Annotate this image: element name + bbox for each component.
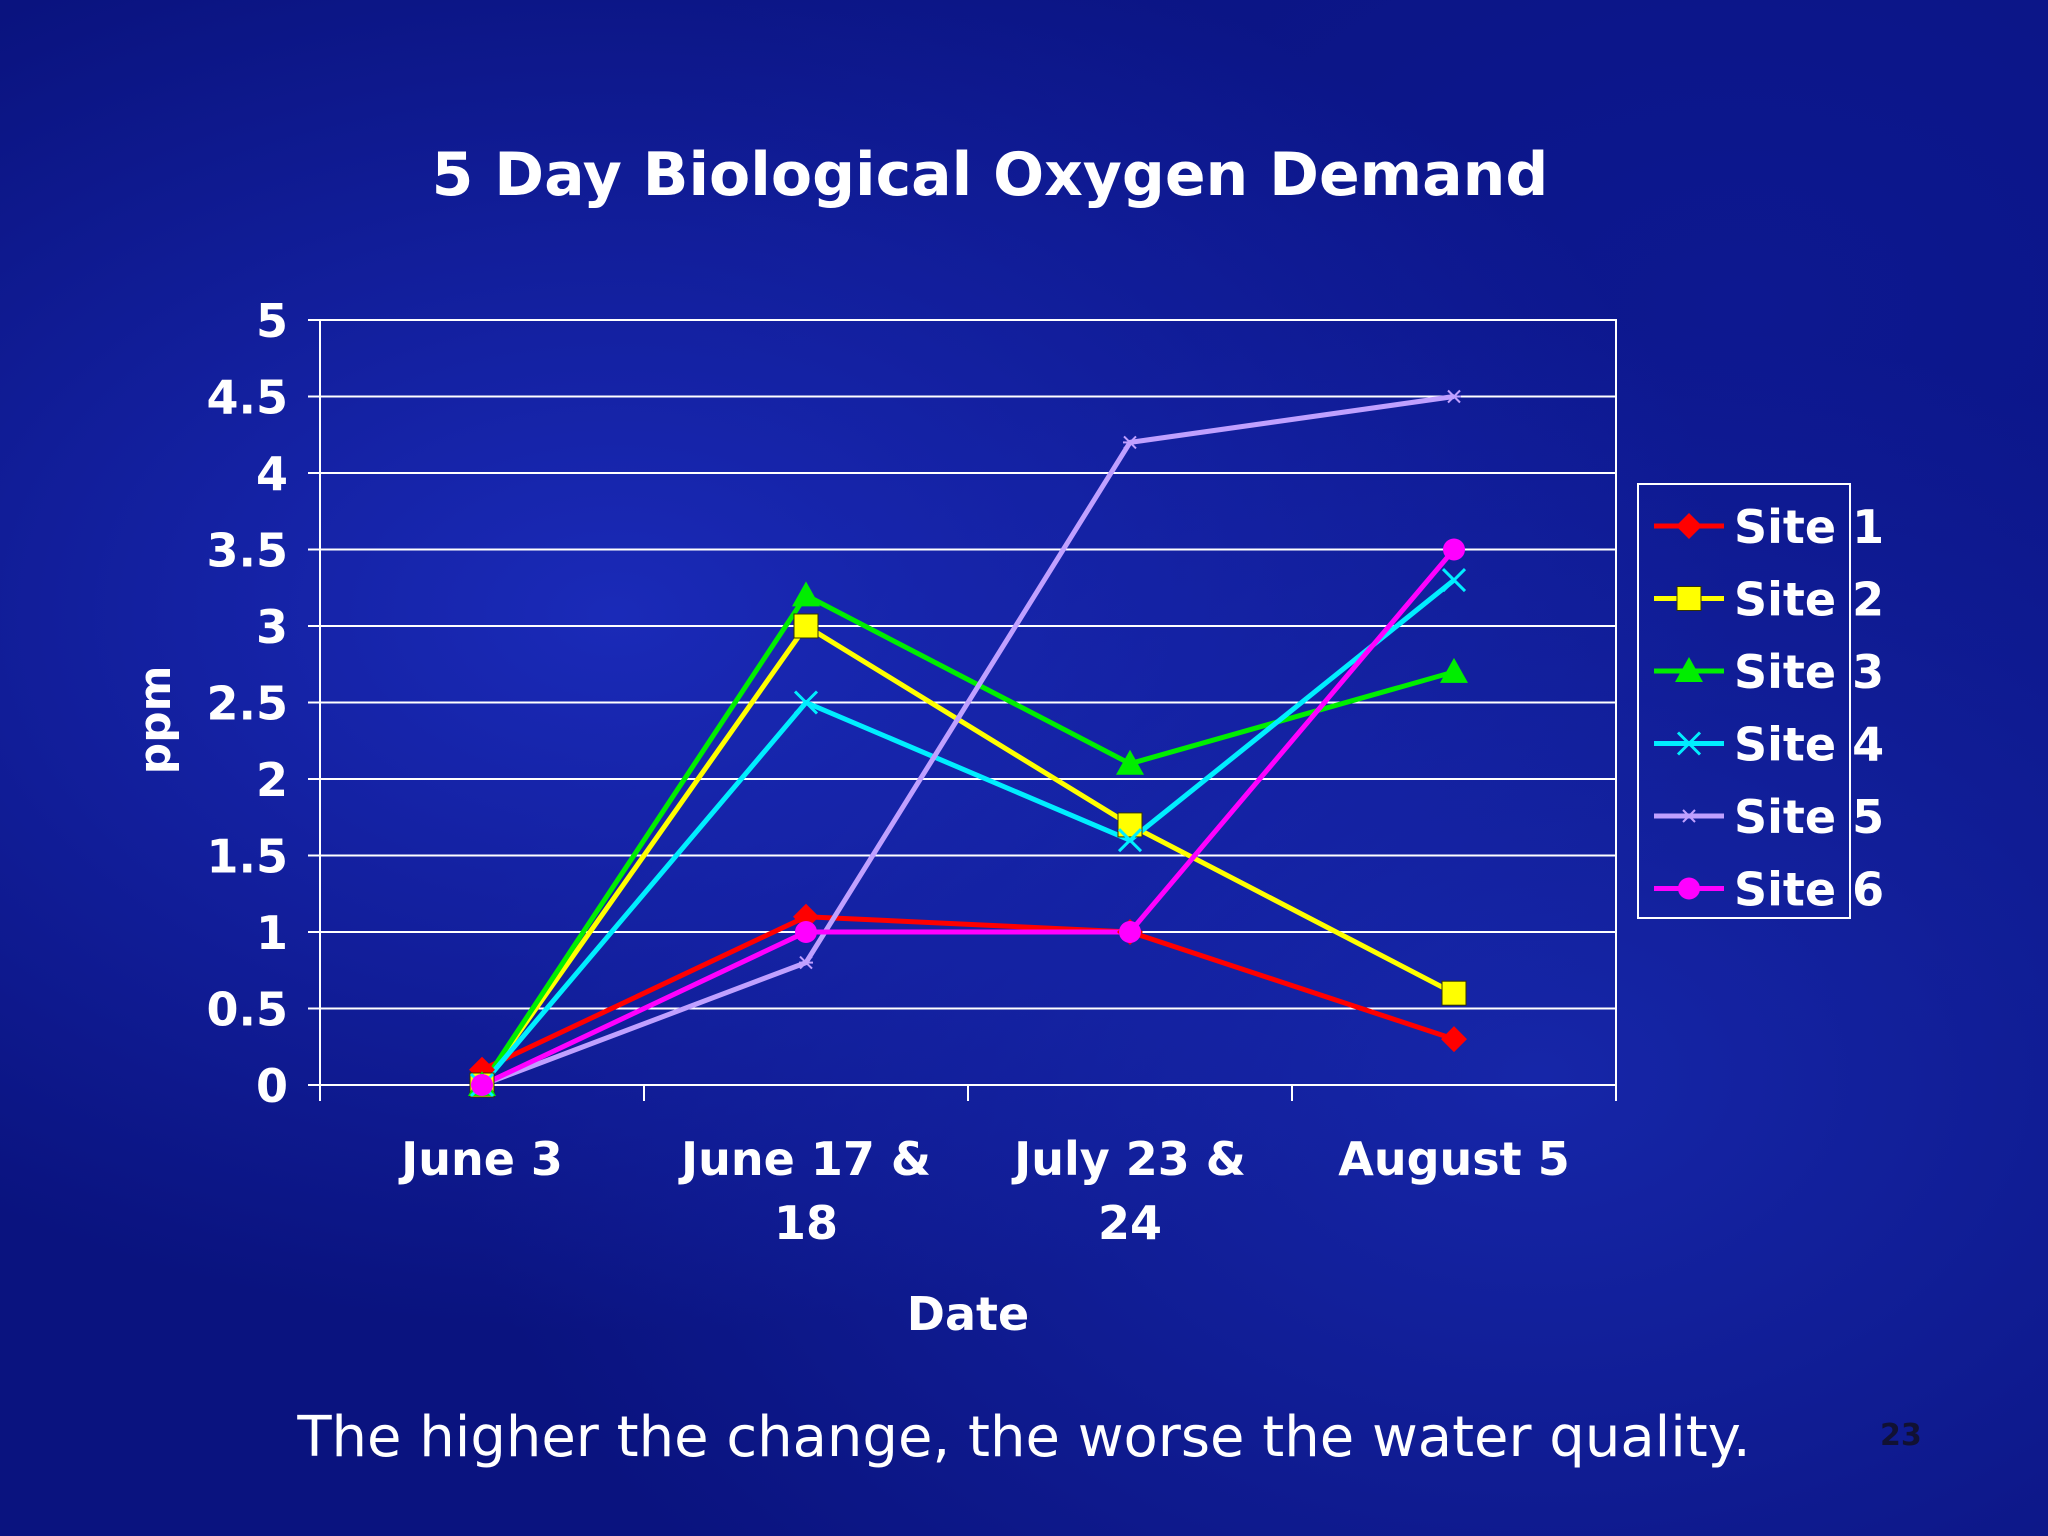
x-tick-label: August 5 xyxy=(1338,1132,1569,1186)
y-tick-label: 3.5 xyxy=(207,524,289,578)
data-point-site-4 xyxy=(1441,568,1467,593)
data-point-site-4 xyxy=(793,690,819,715)
marker-stroke xyxy=(1676,731,1702,756)
y-tick-label: 0.5 xyxy=(207,983,289,1037)
legend-item-site-4: Site 4 xyxy=(1654,718,1884,772)
y-tick-label: 5 xyxy=(256,294,288,348)
data-point-site-3 xyxy=(1440,657,1468,683)
legend-marker xyxy=(1676,586,1702,611)
legend-label: Site 3 xyxy=(1734,645,1884,699)
data-point-site-6 xyxy=(1119,921,1141,943)
legend-label: Site 2 xyxy=(1734,573,1884,627)
series-line-site-2 xyxy=(479,623,1456,1087)
legend: Site 1 Site 2 Site 3 Site 4 Site 5 Site 6 xyxy=(1637,483,1884,919)
series-line-site-5 xyxy=(481,394,1455,1088)
data-point-site-6 xyxy=(795,921,817,943)
legend-item-site-3: Site 3 xyxy=(1654,645,1884,699)
legend-label: Site 4 xyxy=(1734,718,1884,772)
legend-label: Site 1 xyxy=(1734,500,1884,554)
data-point-site-1 xyxy=(1441,1026,1467,1053)
y-axis-label: ppm xyxy=(130,666,181,775)
page-number: 23 xyxy=(1880,1418,1922,1453)
legend-item-site-1: Site 1 xyxy=(1654,500,1884,554)
y-tick-label: 1.5 xyxy=(207,830,289,884)
slide-caption: The higher the change, the worse the wat… xyxy=(297,1405,1751,1470)
legend-marker xyxy=(1676,731,1702,756)
x-axis-label: Date xyxy=(907,1287,1029,1341)
legend-marker xyxy=(1675,657,1703,682)
marker-stroke xyxy=(1117,828,1143,853)
plot-area: 0 0.5 1 1.5 2 2.5 3 3.5 4 4.5 5 June 3 June 17 & 18 Ju… xyxy=(207,294,1617,1250)
data-point-site-3 xyxy=(792,581,820,607)
series-line-site-1 xyxy=(480,914,1455,1072)
x-tick-label: June 3 xyxy=(398,1132,563,1186)
chart-title: 5 Day Biological Oxygen Demand xyxy=(432,140,1549,210)
series-line-site-6 xyxy=(480,547,1456,1088)
y-tick-label: 3 xyxy=(256,600,288,654)
data-point-site-5 xyxy=(799,955,813,970)
legend-item-site-6: Site 6 xyxy=(1654,863,1884,917)
y-tick-label: 2 xyxy=(256,753,288,807)
y-tick-label: 4.5 xyxy=(207,371,289,425)
data-point-site-6 xyxy=(1443,538,1465,561)
legend-box xyxy=(1637,483,1851,919)
x-tick-label: June 17 & 18 xyxy=(678,1132,931,1250)
data-point-site-5 xyxy=(1123,435,1137,450)
data-point-site-5 xyxy=(1447,389,1461,404)
data-point-site-2 xyxy=(793,613,819,639)
series-line-site-3 xyxy=(479,592,1455,1087)
legend-label: Site 5 xyxy=(1734,790,1884,844)
data-point-site-4 xyxy=(1117,828,1143,853)
data-point-site-3 xyxy=(1116,749,1144,775)
y-tick-label: 4 xyxy=(256,447,288,501)
legend-label: Site 6 xyxy=(1734,863,1884,917)
legend-marker xyxy=(1676,513,1702,539)
series-line-site-4 xyxy=(480,578,1456,1087)
legend-item-site-2: Site 2 xyxy=(1654,573,1884,627)
y-tick-label: 1 xyxy=(256,906,288,960)
y-tick-label: 0 xyxy=(256,1059,288,1113)
x-tick-label: July 23 & 24 xyxy=(1011,1132,1246,1250)
y-tick-label: 2.5 xyxy=(207,677,289,731)
marker-stroke xyxy=(793,690,819,715)
marker-stroke xyxy=(1441,568,1467,593)
data-point-site-2 xyxy=(1441,980,1467,1006)
legend-marker xyxy=(1678,877,1700,900)
legend-item-site-5: Site 5 xyxy=(1654,790,1884,844)
data-point-site-6 xyxy=(471,1074,493,1096)
legend-marker xyxy=(1682,809,1696,823)
